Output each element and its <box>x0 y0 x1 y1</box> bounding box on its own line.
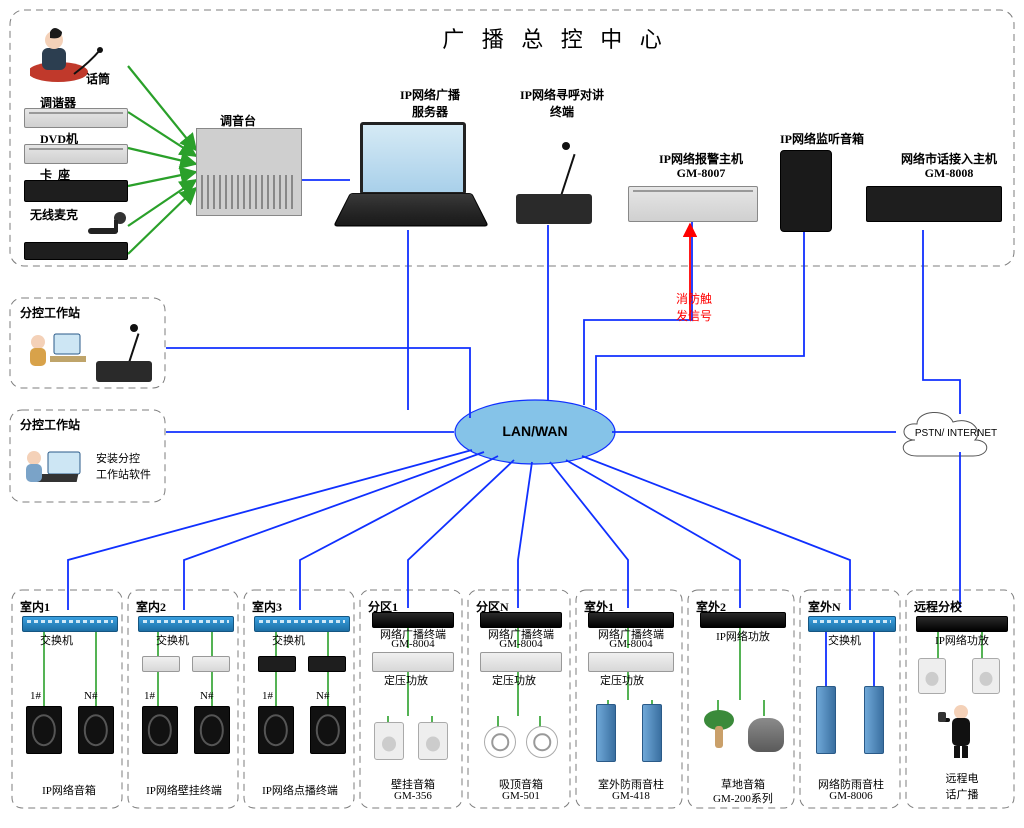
z8-spk2-icon <box>972 658 1000 694</box>
ws2-icon <box>18 438 90 494</box>
z0-port2: N# <box>84 690 97 702</box>
z1-term1-icon <box>142 656 180 672</box>
z3-term-model: GM-8004 <box>368 638 458 650</box>
z1-spk2-icon <box>194 706 230 754</box>
monitor-spk-icon <box>780 150 832 232</box>
z7-switch-label: 交换机 <box>828 632 861 648</box>
z7-switch-icon <box>808 616 896 632</box>
center-title: 广 播 总 控 中 心 <box>380 22 730 54</box>
z8-title: 远程分校 <box>914 598 962 615</box>
z1-title: 室内2 <box>136 598 166 615</box>
z2-port1: 1# <box>262 690 273 702</box>
z3-amp-label: 定压功放 <box>384 672 428 688</box>
z1-port1: 1# <box>144 690 155 702</box>
z5-col2-icon <box>642 704 662 762</box>
z5-amp-icon <box>588 652 674 672</box>
z0-spk1-icon <box>26 706 62 754</box>
pstn-host-model: GM-8008 <box>874 166 1024 181</box>
z4-amp-icon <box>480 652 562 672</box>
server-icon <box>350 122 470 230</box>
z7-title: 室外N <box>808 598 841 615</box>
z5-term-model: GM-8004 <box>582 638 680 650</box>
z6-mushroom-icon <box>702 708 736 752</box>
ws1-icon <box>18 326 90 382</box>
z1-spk1-icon <box>142 706 178 754</box>
z3-spk1-icon <box>374 722 404 760</box>
alarm-model: GM-8007 <box>636 166 766 181</box>
z3-amp-icon <box>372 652 454 672</box>
z6-rock-icon <box>748 718 784 752</box>
wireless-rx-icon <box>24 242 128 260</box>
pstn-host-icon <box>866 186 1002 222</box>
z4-spk-model: GM-501 <box>474 790 568 802</box>
z2-term2-icon <box>308 656 346 672</box>
z0-title: 室内1 <box>20 598 50 615</box>
z2-spk2-icon <box>310 706 346 754</box>
tuner-icon <box>24 108 128 128</box>
operator-icon <box>30 24 126 84</box>
pstn-host-label: 网络市话接入主机 <box>874 150 1024 167</box>
z6-spk-model: GM-200系列 <box>692 790 794 806</box>
pager-icon <box>516 144 592 224</box>
z2-title: 室内3 <box>252 598 282 615</box>
z8-spk-label: 远程电 话广播 <box>916 770 1008 802</box>
ws1-title: 分控工作站 <box>20 304 80 321</box>
z5-amp-label: 定压功放 <box>600 672 644 688</box>
z7-col1-icon <box>816 686 836 754</box>
source-arrows <box>128 66 196 254</box>
z4-term-model: GM-8004 <box>476 638 566 650</box>
wireless-mic-label: 无线麦克 <box>30 206 78 223</box>
z2-switch-icon <box>254 616 350 632</box>
z1-port2: N# <box>200 690 213 702</box>
z0-spk2-icon <box>78 706 114 754</box>
z2-spk1-icon <box>258 706 294 754</box>
mic-label: 话筒 <box>86 70 110 87</box>
z1-switch-icon <box>138 616 234 632</box>
hub-label: LAN/WAN <box>495 423 575 439</box>
ws2-title: 分控工作站 <box>20 416 80 433</box>
z7-col2-icon <box>864 686 884 754</box>
z2-term1-icon <box>258 656 296 672</box>
z4-amp-label: 定压功放 <box>492 672 536 688</box>
server-label: IP网络广播 服务器 <box>370 86 490 120</box>
z1-switch-label: 交换机 <box>156 632 189 648</box>
z1-caption: IP网络壁挂终端 <box>134 782 234 798</box>
z6-term-icon <box>700 612 786 628</box>
dvd-icon <box>24 144 128 164</box>
z2-caption: IP网络点播终端 <box>250 782 350 798</box>
z4-spk2-icon <box>526 726 558 758</box>
ws1-pager-icon <box>96 326 152 382</box>
z2-port2: N# <box>316 690 329 702</box>
z4-spk1-icon <box>484 726 516 758</box>
monitor-spk-label: IP网络监听音箱 <box>762 130 882 147</box>
mixer-icon <box>196 128 302 216</box>
z8-term-label: IP网络功放 <box>916 632 1008 648</box>
alarm-label: IP网络报警主机 <box>636 150 766 167</box>
z1-term2-icon <box>192 656 230 672</box>
z5-spk-model: GM-418 <box>580 790 682 802</box>
pager-label: IP网络寻呼对讲 终端 <box>502 86 622 120</box>
handheld-mic-icon <box>84 208 128 238</box>
cloud-label: PSTN/ INTERNET <box>906 428 1006 439</box>
z0-caption: IP网络音箱 <box>22 782 116 798</box>
z6-term-label: IP网络功放 <box>694 628 792 644</box>
z3-spk2-icon <box>418 722 448 760</box>
fire-signal-label: 消防触 发信号 <box>654 290 734 324</box>
z0-port1: 1# <box>30 690 41 702</box>
z8-spk1-icon <box>918 658 946 694</box>
z8-person-icon <box>936 702 986 760</box>
z2-switch-label: 交换机 <box>272 632 305 648</box>
z3-spk-model: GM-356 <box>366 790 460 802</box>
z8-term-icon <box>916 616 1008 632</box>
alarm-host-icon <box>628 186 758 222</box>
z0-switch-icon <box>22 616 118 632</box>
z7-spk-model: GM-8006 <box>802 790 900 802</box>
ws2-note: 安装分控 工作站软件 <box>96 450 166 482</box>
z0-switch-label: 交换机 <box>40 632 73 648</box>
deck-icon <box>24 180 128 202</box>
mixer-label: 调音台 <box>220 112 256 129</box>
z5-col1-icon <box>596 704 616 762</box>
